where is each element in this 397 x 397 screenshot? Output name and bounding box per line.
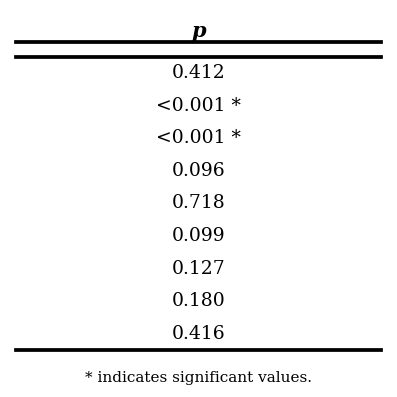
Text: 0.127: 0.127	[172, 260, 225, 278]
Text: 0.096: 0.096	[172, 162, 225, 180]
Text: p: p	[191, 21, 206, 41]
Text: 0.099: 0.099	[172, 227, 225, 245]
Text: <0.001 *: <0.001 *	[156, 96, 241, 115]
Text: 0.718: 0.718	[172, 195, 225, 212]
Text: 0.416: 0.416	[172, 325, 225, 343]
Text: * indicates significant values.: * indicates significant values.	[85, 371, 312, 385]
Text: 0.412: 0.412	[172, 64, 225, 82]
Text: <0.001 *: <0.001 *	[156, 129, 241, 147]
Text: 0.180: 0.180	[172, 292, 225, 310]
